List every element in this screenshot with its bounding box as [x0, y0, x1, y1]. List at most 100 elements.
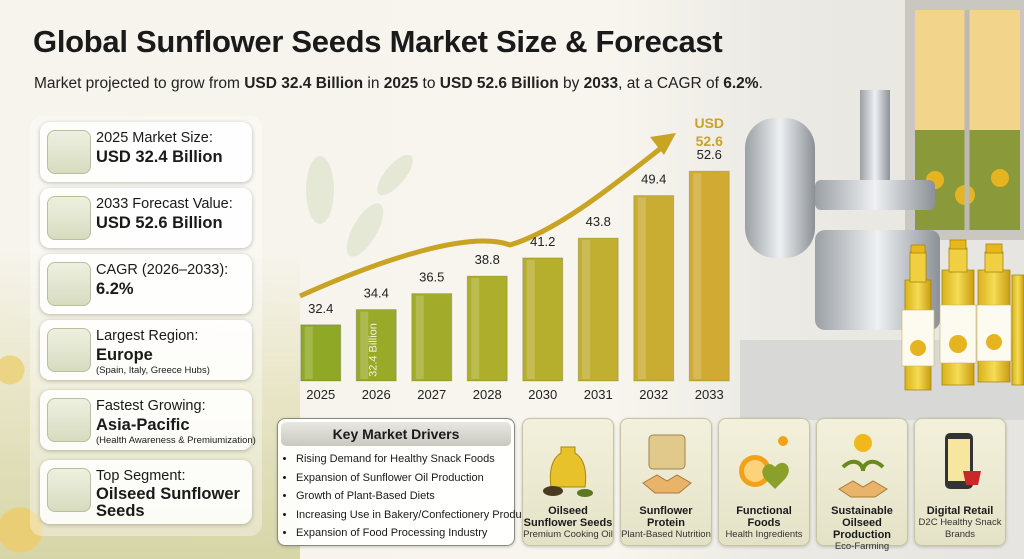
card-note: (Health Awareness & Premiumization): [96, 435, 256, 446]
stat-card: 2025 Market Size: USD 32.4 Billion: [40, 122, 252, 182]
tile-icon: [838, 434, 888, 498]
tile-title-text: Functional Foods: [736, 505, 792, 529]
stat-card: CAGR (2026–2033): 6.2%: [40, 254, 252, 314]
subtitle-text: by: [558, 75, 584, 92]
tile-subtitle: Plant-Based Nutrition: [621, 529, 711, 540]
driver-item: Increasing Use in Bakery/Confectionery P…: [296, 506, 536, 525]
bar-shine: [415, 295, 424, 379]
driver-item: Rising Demand for Healthy Snack Foods: [296, 450, 514, 469]
bar: [411, 293, 453, 382]
card-label: 2033 Forecast Value:: [96, 196, 233, 212]
stat-card: Top Segment: Oilseed Sunflower Seeds: [40, 460, 252, 524]
tile-title: Sustainable Oilseed Production Eco-Farmin…: [817, 505, 907, 553]
bar-shine: [360, 311, 369, 379]
drivers-title: Key Market Drivers: [281, 422, 511, 446]
bar: [688, 170, 730, 382]
value-label: 43.8: [586, 214, 611, 229]
value-label: 41.2: [530, 234, 555, 249]
subtitle: Market projected to grow from USD 32.4 B…: [34, 75, 763, 93]
tile-title-text: Sustainable Oilseed Production: [831, 505, 893, 541]
tile-title: Oilseed Sunflower Seeds Premium Cooking O…: [523, 505, 613, 541]
subtitle-highlight: 2025: [383, 75, 419, 92]
subtitle-highlight: 2033: [583, 75, 619, 92]
subtitle-text: in: [363, 75, 384, 92]
driver-item: Expansion of Sunflower Oil Production: [296, 469, 514, 488]
subtitle-text: , at a CAGR of: [618, 75, 724, 92]
subtitle-highlight: USD 52.6 Billion: [439, 75, 559, 92]
card-value: Oilseed Sunflower Seeds: [96, 485, 240, 520]
title: Global Sunflower Seeds Market Size & For…: [33, 24, 723, 59]
tile-title-text: Oilseed Sunflower Seeds: [523, 505, 613, 529]
card-value: Europe: [96, 346, 153, 364]
icon: [47, 398, 91, 442]
tile-title-text: Sunflower Protein: [639, 505, 693, 529]
card-value: USD 32.4 Billion: [96, 148, 223, 166]
card-value: USD 52.6 Billion: [96, 214, 223, 232]
bar: [300, 324, 342, 382]
x-tick-label: 2026: [362, 387, 391, 402]
tile-subtitle: Eco-Farming: [834, 541, 890, 552]
drivers-list: Rising Demand for Healthy Snack Foods Ex…: [278, 450, 536, 543]
tile-icon: [543, 446, 593, 497]
segment-tile: Sustainable Oilseed Production Eco-Farmin…: [816, 418, 908, 552]
card-label: Largest Region:: [96, 328, 199, 344]
value-label: 38.8: [475, 252, 500, 267]
tile-icon: [642, 434, 692, 494]
subtitle-text: Market projected to grow from: [34, 75, 245, 92]
tile-subtitle: Health Ingredients: [725, 529, 803, 540]
x-tick-label: 2028: [473, 387, 502, 402]
x-tick-label: 2027: [417, 387, 446, 402]
bar-shine: [471, 278, 480, 379]
headline-annotation: USD: [694, 115, 724, 131]
card-note: (Spain, Italy, Greece Hubs): [96, 365, 210, 376]
card-label: 2025 Market Size:: [96, 130, 213, 146]
icon: [47, 468, 91, 512]
bar: [633, 195, 675, 382]
icon: [47, 262, 91, 306]
card-value: 6.2%: [96, 280, 134, 298]
subtitle-text: .: [758, 75, 763, 92]
x-tick-label: 2031: [584, 387, 613, 402]
tile-subtitle: Premium Cooking Oil: [523, 529, 613, 540]
segment-tile: Oilseed Sunflower Seeds Premium Cooking O…: [522, 418, 614, 546]
growth-arrow: [298, 143, 667, 299]
tile-title: Functional Foods Health Ingredients: [719, 505, 809, 541]
bar-shine: [637, 197, 646, 379]
subtitle-highlight: 6.2%: [723, 75, 759, 92]
bar-shine: [693, 173, 702, 379]
bar: [577, 237, 619, 382]
drivers-box: Key Market Drivers Rising Demand for Hea…: [277, 418, 536, 546]
driver-item: Expansion of Food Processing Industry: [296, 524, 514, 543]
value-label: 34.4: [364, 286, 389, 301]
icon: [47, 328, 91, 372]
bar: [466, 275, 508, 382]
segment-tile: Functional Foods Health Ingredients: [718, 418, 810, 546]
card-label: Top Segment:: [96, 468, 186, 484]
driver-item: Growth of Plant-Based Diets: [296, 487, 514, 506]
segment-tile: Digital Retail D2C Healthy Snack Brands: [914, 418, 1006, 546]
stat-card: 2033 Forecast Value: USD 52.6 Billion: [40, 188, 252, 248]
x-tick-label: 2032: [639, 387, 668, 402]
tile-subtitle: D2C Healthy Snack Brands: [918, 517, 1002, 540]
bar-shine: [582, 240, 591, 379]
tile-title: Digital Retail D2C Healthy Snack Brands: [915, 505, 1005, 541]
bar-shine: [304, 326, 313, 379]
bar-annotation: 32.4 Billion: [367, 323, 379, 377]
bar-shine: [526, 259, 535, 379]
segment-tile: Sunflower Protein Plant-Based Nutrition: [620, 418, 712, 546]
value-label: 52.6: [697, 147, 722, 162]
icon: [47, 196, 91, 240]
tile-icon: [945, 433, 981, 489]
arrow-head: [650, 133, 676, 155]
tile-title-text: Digital Retail: [926, 505, 994, 517]
tile-title: Sunflower Protein Plant-Based Nutrition: [621, 505, 711, 541]
stat-card: Fastest Growing: Asia-Pacific (Health Aw…: [40, 390, 256, 450]
headline-annotation: 52.6: [696, 133, 723, 149]
bar: [522, 257, 564, 382]
tile-icon: [739, 436, 789, 489]
subtitle-text: to: [418, 75, 440, 92]
bar: [355, 309, 397, 382]
